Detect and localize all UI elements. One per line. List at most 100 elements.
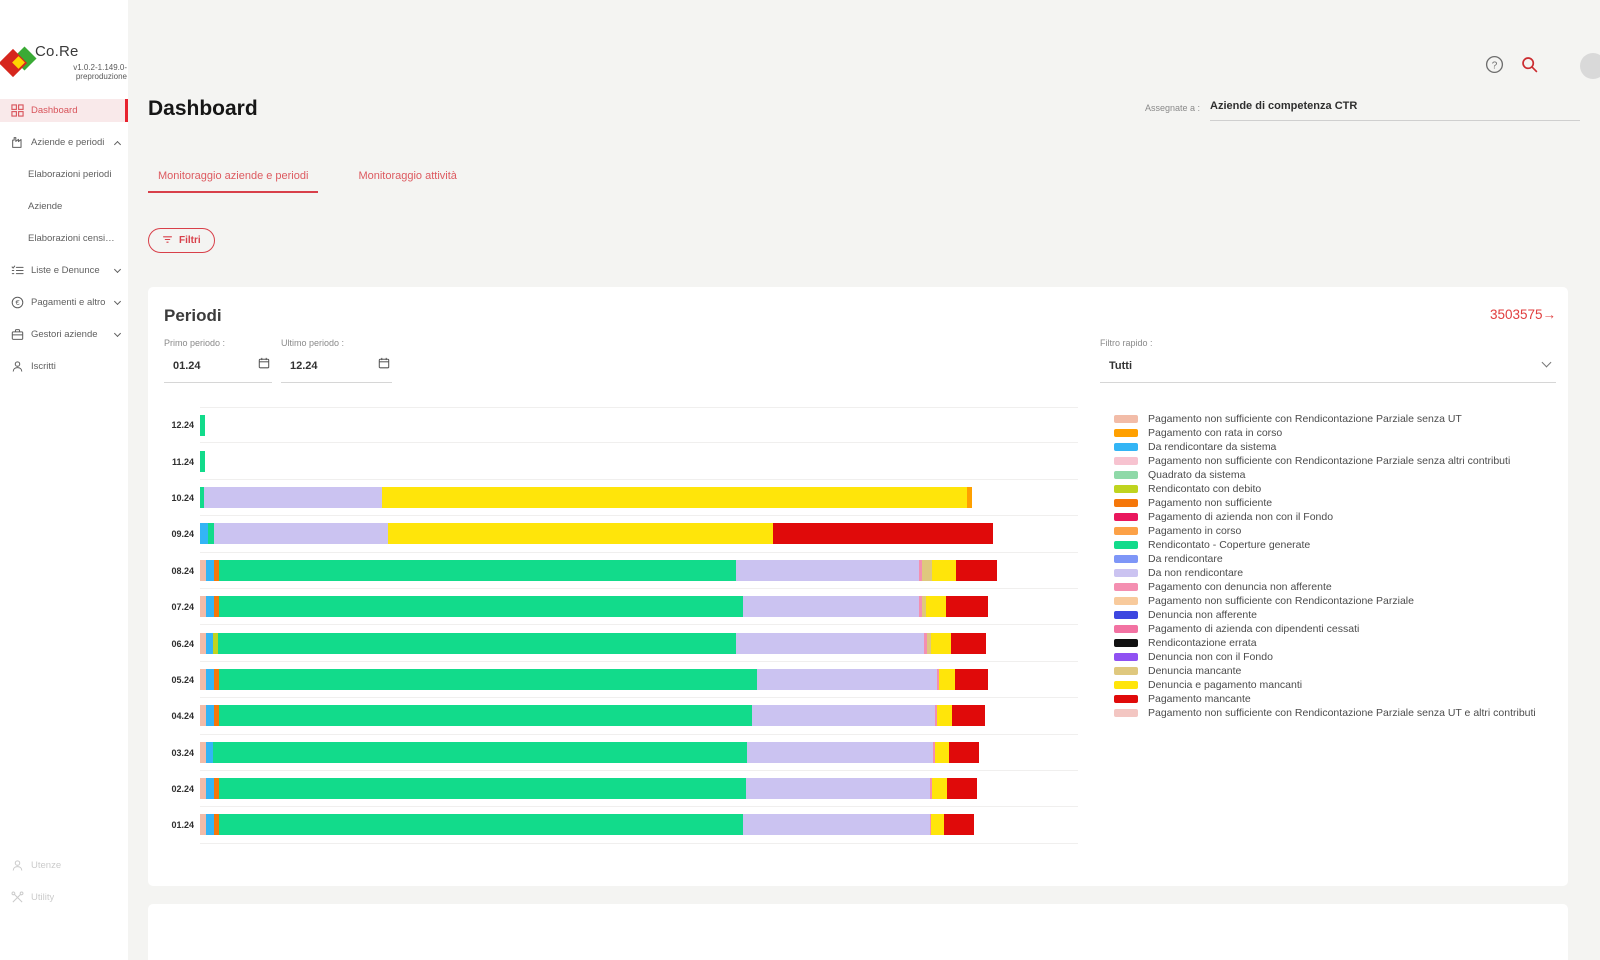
bar-segment-da_non_rendicontare[interactable] [746,741,934,763]
ultimo-periodo-value[interactable]: 12.24 [290,360,318,372]
bar-segment-da_non_rendicontare[interactable] [743,814,930,836]
legend-item-denuncia_non_aff[interactable]: Denuncia non afferente [1114,608,1556,622]
search-button[interactable] [1519,55,1539,75]
sidebar-item-aziende-e-periodi[interactable]: Aziende e periodi [0,131,128,154]
legend-item-pns_rp_senza_altri[interactable]: Pagamento non sufficiente con Rendiconta… [1114,454,1556,468]
legend-item-rata_in_corso[interactable]: Pagamento con rata in corso [1114,426,1556,440]
bar-segment-da_non_rendicontare[interactable] [743,596,920,618]
tab-monitoraggio-aziende-e-periodi[interactable]: Monitoraggio aziende e periodi [148,164,319,193]
bar-segment-pns_rp_senza_ut[interactable] [200,596,207,618]
legend-item-pns_rp[interactable]: Pagamento non sufficiente con Rendiconta… [1114,594,1556,608]
bar-segment-pag_denuncia_non_aff[interactable] [930,778,933,800]
bar-segment-pag_mancante[interactable] [773,523,993,545]
sidebar-item-elaborazioni-censim[interactable]: Elaborazioni censim... [0,227,128,250]
bar-segment-da_rend_sistema[interactable] [206,778,215,800]
periodi-count-link[interactable]: 3503575→ [1490,307,1556,322]
bar-segment-pag_non_suff[interactable] [214,559,220,581]
bar-segment-pag_mancante[interactable] [952,705,985,727]
bar-segment-da_rend_sistema[interactable] [206,596,215,618]
bar-segment-pag_denuncia_non_aff[interactable] [929,814,932,836]
bar-segment-pag_denuncia_non_aff[interactable] [924,632,927,654]
sidebar-item-utenze[interactable]: Utenze [0,854,128,877]
legend-item-da_rend_sistema[interactable]: Da rendicontare da sistema [1114,440,1556,454]
bar-segment-pag_denuncia_non_aff[interactable] [933,741,935,763]
bar-segment-pag_mancante[interactable] [947,778,977,800]
bar-segment-denuncia_pag_mancanti[interactable] [932,778,948,800]
bar-segment-da_rend_sistema[interactable] [206,668,215,690]
legend-item-pag_azienda_non_fondo[interactable]: Pagamento di azienda non con il Fondo [1114,510,1556,524]
primo-periodo-field[interactable]: Primo periodo : 01.24 [164,338,272,383]
bar-segment-denuncia_pag_mancanti[interactable] [926,596,947,618]
bar-segment-pag_non_suff[interactable] [214,778,220,800]
bar-segment-da_non_rendicontare[interactable] [752,705,935,727]
bar-segment-da_non_rendicontare[interactable] [214,523,388,545]
bar-segment-pns_rp_senza_ut[interactable] [200,559,207,581]
filters-button[interactable]: Filtri [148,228,215,253]
bar-segment-denuncia_pag_mancanti[interactable] [936,705,953,727]
bar-segment-da_rend_sistema[interactable] [206,705,215,727]
bar-segment-pag_mancante[interactable] [946,596,989,618]
bar-segment-denuncia_mancante[interactable] [921,559,933,581]
bar-segment-pns_rp_senza_ut[interactable] [200,705,207,727]
legend-item-quadrato_sistema[interactable]: Quadrato da sistema [1114,468,1556,482]
bar-segment-pag_mancante[interactable] [948,741,979,763]
bar-segment-da_non_rendicontare[interactable] [756,668,938,690]
sidebar-item-liste-e-denunce[interactable]: Liste e Denunce [0,259,128,282]
legend-item-denuncia_mancante[interactable]: Denuncia mancante [1114,664,1556,678]
bar-segment-pag_non_suff[interactable] [214,596,220,618]
bar-segment-pag_mancante[interactable] [955,559,998,581]
ultimo-periodo-field[interactable]: Ultimo periodo : 12.24 [281,338,392,383]
bar-segment-da_rend_sistema[interactable] [206,632,214,654]
bar-segment-da_rend_sistema[interactable] [206,814,215,836]
bar-segment-pns_rp_senza_ut[interactable] [200,632,207,654]
legend-item-pag_non_suff[interactable]: Pagamento non sufficiente [1114,496,1556,510]
help-button[interactable]: ? [1484,55,1504,75]
bar-segment-rend_coperture[interactable] [219,596,744,618]
bar-segment-denuncia_pag_mancanti[interactable] [381,486,968,508]
calendar-icon[interactable] [258,356,270,369]
legend-item-denuncia_non_fondo[interactable]: Denuncia non con il Fondo [1114,650,1556,664]
bar-segment-pag_denuncia_non_aff[interactable] [919,559,922,581]
bar-segment-denuncia_pag_mancanti[interactable] [387,523,774,545]
legend-item-denuncia_pag_mancanti[interactable]: Denuncia e pagamento mancanti [1114,678,1556,692]
legend-item-da_non_rendicontare[interactable]: Da non rendicontare [1114,566,1556,580]
legend-item-pag_dipendenti_cessati[interactable]: Pagamento di azienda con dipendenti cess… [1114,622,1556,636]
sidebar-item-aziende[interactable]: Aziende [0,195,128,218]
bar-segment-denuncia_pag_mancanti[interactable] [934,741,949,763]
sidebar-item-elaborazioni-periodi[interactable]: Elaborazioni periodi [0,163,128,186]
bar-segment-denuncia_pag_mancanti[interactable] [939,668,956,690]
bar-segment-pag_denuncia_non_aff[interactable] [934,705,937,727]
bar-segment-pag_mancante[interactable] [950,632,986,654]
bar-segment-pag_denuncia_non_aff[interactable] [919,596,922,618]
calendar-icon[interactable] [378,356,390,369]
bar-segment-rend_coperture[interactable] [200,486,205,508]
bar-segment-rend_coperture[interactable] [219,559,737,581]
bar-segment-denuncia_pag_mancanti[interactable] [931,814,945,836]
bar-segment-rend_coperture[interactable] [207,523,215,545]
bar-segment-da_non_rendicontare[interactable] [746,778,931,800]
bar-segment-da_rend_sistema[interactable] [200,523,208,545]
legend-item-rend_errata[interactable]: Rendicontazione errata [1114,636,1556,650]
bar-segment-pns_rp_senza_ut[interactable] [200,778,207,800]
bar-segment-rend_coperture[interactable] [219,705,753,727]
bar-segment-pag_mancante[interactable] [955,668,988,690]
bar-segment-rend_coperture[interactable] [218,632,737,654]
legend-item-pag_mancante[interactable]: Pagamento mancante [1114,692,1556,706]
legend-item-pag_denuncia_non_aff[interactable]: Pagamento con denuncia non afferente [1114,580,1556,594]
sidebar-item-iscritti[interactable]: Iscritti [0,355,128,378]
bar-segment-da_non_rendicontare[interactable] [736,559,920,581]
filtro-rapido-select[interactable]: Tutti [1109,360,1133,372]
tab-monitoraggio-attivita[interactable]: Monitoraggio attività [358,170,457,182]
bar-segment-rend_coperture[interactable] [200,414,206,436]
bar-segment-pns_rp_senza_ut[interactable] [200,668,207,690]
legend-item-pns_rp_senza_ut_altri[interactable]: Pagamento non sufficiente con Rendiconta… [1114,706,1556,720]
bar-segment-denuncia_pag_mancanti[interactable] [932,559,956,581]
bar-segment-rend_coperture[interactable] [219,814,744,836]
avatar[interactable] [1580,53,1600,79]
bar-segment-da_non_rendicontare[interactable] [736,632,925,654]
bar-segment-rend_con_debito[interactable] [213,632,219,654]
assigned-to-select[interactable]: Aziende di competenza CTR [1210,100,1358,112]
bar-segment-denuncia_mancante[interactable] [926,632,932,654]
sidebar-item-utility[interactable]: Utility [0,886,128,909]
filtro-rapido-field[interactable]: Filtro rapido : Tutti [1100,338,1556,383]
